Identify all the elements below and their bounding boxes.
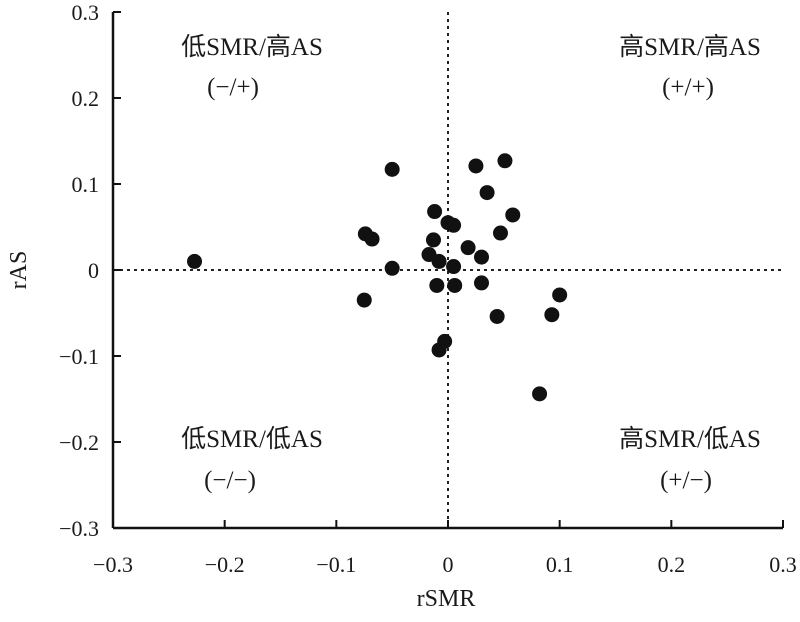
data-point [427, 204, 443, 220]
data-point [532, 386, 548, 402]
quadrant-top-left-title: 低SMR/高AS [181, 33, 323, 61]
y-tick-label: −0.2 [59, 430, 99, 455]
x-axis-title: rSMR [417, 586, 476, 612]
data-point [431, 253, 447, 269]
data-point [446, 217, 462, 233]
data-point [474, 275, 489, 291]
quadrant-bottom-left-title: 低SMR/低AS [181, 425, 323, 453]
quadrant-top-right-sign: (+/+) [662, 74, 714, 101]
quadrant-bottom-right-sign: (+/−) [660, 467, 712, 494]
data-point [429, 277, 445, 293]
y-tick-label: 0 [88, 258, 99, 283]
axes: −0.3 −0.2 −0.1 0 0.1 0.2 0.3 −0.3 −0.2 −0.1 0 0.1 0.… [59, 0, 797, 577]
quadrant-top-left-sign: (−/+) [207, 74, 259, 101]
quadrant-top-right-title: 高SMR/高AS [619, 33, 761, 61]
data-point [364, 231, 380, 247]
x-tick-label: 0.3 [769, 552, 797, 577]
data-point [489, 308, 505, 324]
y-tick-label: 0.3 [72, 0, 100, 25]
data-point [479, 185, 495, 201]
data-point [505, 207, 521, 223]
data-point [446, 259, 462, 275]
data-point [425, 232, 441, 248]
data-point [497, 153, 513, 169]
x-tick-label: −0.2 [205, 552, 245, 577]
data-point [187, 253, 203, 269]
data-point [384, 161, 400, 177]
quadrant-bottom-left-sign: (−/−) [204, 467, 256, 494]
x-tick-label: 0 [443, 552, 454, 577]
quadrant-labels: 低SMR/高AS (−/+) 高SMR/高AS (+/+) 低SMR/低AS (… [181, 33, 761, 494]
y-tick-label: 0.1 [72, 172, 100, 197]
y-tick-label: 0.2 [72, 86, 100, 111]
x-tick-label: −0.1 [316, 552, 356, 577]
reference-lines [113, 12, 783, 528]
data-point [544, 307, 560, 323]
data-points [187, 153, 568, 402]
data-point [356, 292, 372, 308]
data-point [447, 277, 463, 293]
y-axis-title: rAS [6, 251, 32, 290]
x-tick-label: 0.2 [658, 552, 686, 577]
quadrant-bottom-right-title: 高SMR/低AS [619, 425, 761, 453]
data-point [384, 260, 400, 276]
y-tick-label: −0.1 [59, 344, 99, 369]
data-point [552, 287, 568, 303]
data-point [460, 240, 476, 256]
data-point [468, 158, 484, 174]
data-point [474, 249, 489, 265]
x-tick-label: 0.1 [546, 552, 574, 577]
y-tick-label: −0.3 [59, 516, 99, 541]
x-tick-label: −0.3 [93, 552, 133, 577]
data-point [431, 342, 447, 358]
data-point [492, 225, 508, 241]
